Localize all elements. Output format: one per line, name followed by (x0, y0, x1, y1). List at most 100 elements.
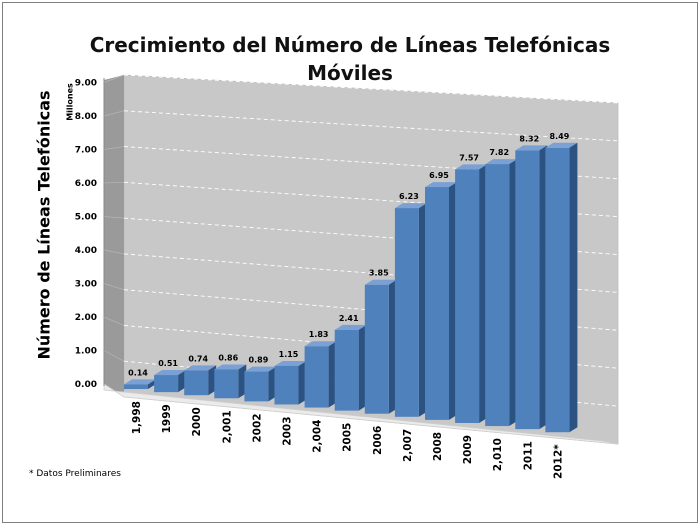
bar (244, 371, 269, 402)
gridline-side (103, 316, 125, 326)
bar (124, 384, 148, 390)
data-label: 6.95 (429, 171, 449, 180)
y-tick-label: 4.00 (75, 246, 97, 256)
data-label: 7.57 (459, 153, 479, 162)
footnote: * Datos Preliminares (29, 469, 121, 479)
bar-side (569, 142, 578, 433)
gridline-side (103, 283, 125, 291)
chart-title-line-2: Móviles (307, 61, 393, 85)
x-tick-label: 2009 (462, 435, 474, 464)
bar (274, 365, 299, 405)
bar-side (358, 324, 367, 411)
bar (545, 147, 570, 433)
gridline-side (103, 74, 125, 83)
data-label: 0.51 (158, 359, 178, 368)
x-tick-label: 2011 (522, 441, 534, 470)
bar-top (214, 364, 247, 370)
gridline-side (103, 146, 125, 150)
y-tick-label: 8.00 (75, 112, 97, 122)
gridline-side (103, 181, 125, 184)
y-tick-label: 2.00 (75, 313, 97, 323)
bar-side (418, 203, 427, 417)
bar (334, 329, 359, 411)
gridline-side (103, 249, 125, 255)
data-label: 3.85 (369, 269, 389, 278)
bar-top (425, 182, 457, 188)
bar-side (298, 360, 307, 405)
data-label: 7.82 (489, 148, 509, 157)
bar-top (184, 365, 217, 371)
bar-top (485, 159, 518, 165)
bar-side (328, 341, 337, 408)
y-tick-label: 1.00 (75, 347, 97, 357)
bar-side (388, 279, 397, 414)
x-tick-label: 2006 (372, 426, 384, 455)
y-tick-label: 3.00 (75, 280, 97, 290)
chart-title-line-1: Crecimiento del Número de Líneas Telefón… (89, 33, 611, 57)
bar (394, 208, 419, 417)
bar-top (274, 360, 307, 366)
side-wall (104, 75, 124, 397)
data-label: 8.49 (550, 132, 570, 141)
bar (364, 284, 389, 414)
bar-side (479, 164, 488, 423)
bar-top (154, 370, 187, 376)
bar-side (208, 365, 217, 396)
bar-side (238, 364, 247, 399)
bar-side (539, 145, 548, 430)
data-label: 0.89 (249, 356, 269, 365)
gridline-side (103, 350, 125, 362)
data-label: 2.41 (339, 314, 359, 323)
bar-side (509, 159, 518, 427)
bar-side (268, 366, 277, 402)
bar-top (545, 142, 578, 148)
y-tick-label: 6.00 (75, 179, 97, 189)
bar (425, 187, 449, 420)
data-label: 8.32 (519, 134, 539, 143)
x-tick-label: 1999 (161, 404, 173, 433)
gridline (123, 74, 619, 104)
x-tick-label: 2002 (251, 413, 263, 442)
x-tick-label: 2,010 (492, 438, 504, 471)
y-tick-label: 7.00 (75, 146, 97, 156)
x-tick-label: 2,007 (402, 429, 414, 462)
data-label: 0.74 (188, 354, 208, 363)
x-tick-label: 2008 (432, 432, 444, 461)
y-tick-label: 5.00 (75, 213, 97, 223)
x-tick-label: 2,004 (312, 420, 324, 453)
bar (214, 369, 239, 399)
floor (103, 383, 619, 445)
bar-top (455, 164, 488, 170)
bar-top (124, 379, 156, 385)
x-tick-label: 2,001 (221, 410, 233, 443)
bar-top (244, 366, 277, 372)
bar (455, 169, 480, 423)
x-tick-label: 2005 (342, 423, 354, 452)
x-tick-label: 2003 (282, 416, 294, 445)
bar-top (515, 145, 548, 151)
bar (304, 346, 329, 408)
bar-top (364, 279, 397, 285)
y-tick-label: 9.00 (75, 79, 97, 89)
gridline (123, 217, 619, 256)
bar-side (148, 379, 156, 390)
data-label: 0.14 (128, 368, 148, 377)
data-label: 1.83 (309, 330, 329, 339)
bar-top (304, 341, 337, 347)
gridline (123, 110, 619, 142)
bar-top (394, 203, 427, 209)
x-tick-label: 2000 (191, 407, 203, 436)
data-label: 0.86 (218, 353, 238, 362)
data-label: 6.23 (399, 192, 419, 201)
y-tick-label: 0.00 (75, 380, 97, 390)
bar-top (334, 324, 367, 330)
gridline (123, 146, 619, 180)
bar (154, 375, 179, 393)
bar (485, 164, 510, 427)
bar-side (178, 370, 187, 393)
bar-side (449, 182, 457, 420)
bar (515, 150, 540, 430)
gridline (123, 253, 619, 293)
x-tick-label: 2012* (552, 444, 564, 479)
